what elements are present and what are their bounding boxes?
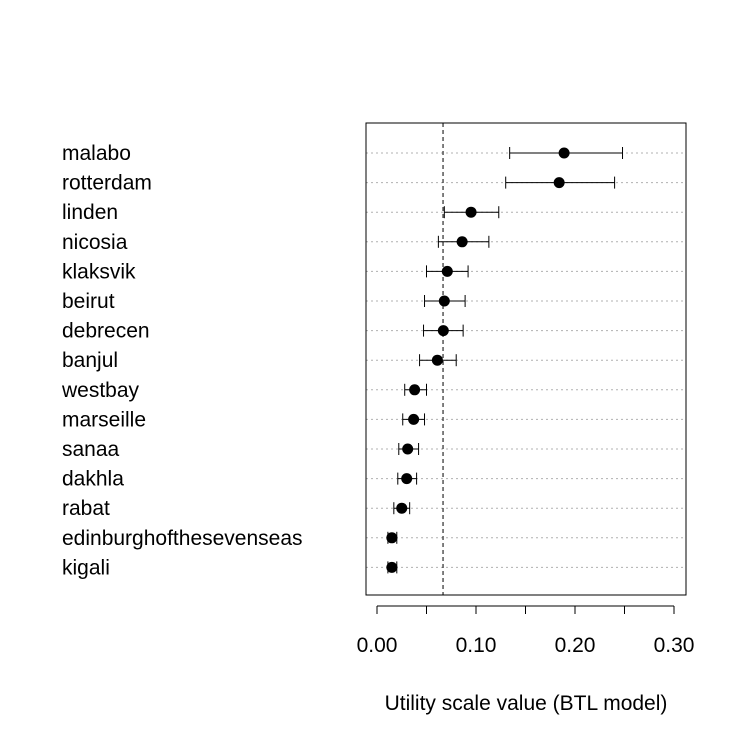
category-label: edinburghofthesevenseas bbox=[62, 527, 303, 550]
data-point bbox=[558, 147, 570, 159]
category-label: rabat bbox=[62, 497, 110, 520]
data-point bbox=[396, 502, 408, 514]
category-label: westbay bbox=[61, 379, 140, 402]
category-label: klaksvik bbox=[62, 260, 136, 283]
data-point bbox=[409, 384, 421, 396]
category-label: debrecen bbox=[62, 320, 150, 343]
x-tick-label: 0.10 bbox=[456, 634, 497, 657]
grid-lines bbox=[366, 152, 686, 568]
data-points bbox=[386, 147, 570, 573]
data-point bbox=[386, 561, 398, 573]
x-tick-label: 0.30 bbox=[654, 634, 695, 657]
category-label: marseille bbox=[62, 408, 146, 431]
plot-frame bbox=[365, 122, 687, 596]
data-point bbox=[456, 236, 468, 248]
category-labels: malabo rotterdam linden nicosia klaksvik beir… bbox=[61, 142, 303, 579]
data-point bbox=[441, 265, 453, 277]
category-label: nicosia bbox=[62, 231, 128, 254]
x-tick-label: 0.00 bbox=[357, 634, 398, 657]
data-point bbox=[402, 443, 414, 455]
category-label: malabo bbox=[62, 142, 131, 165]
category-label: dakhla bbox=[62, 468, 124, 491]
x-axis: 0.00 0.10 0.20 0.30 bbox=[357, 605, 695, 657]
data-point bbox=[553, 177, 565, 189]
data-point bbox=[401, 473, 413, 485]
category-label: banjul bbox=[62, 349, 118, 372]
data-point bbox=[431, 354, 443, 366]
data-point bbox=[437, 325, 449, 337]
category-label: linden bbox=[62, 201, 118, 224]
data-point bbox=[386, 532, 398, 544]
x-tick-label: 0.20 bbox=[555, 634, 596, 657]
data-point bbox=[465, 206, 477, 218]
data-point bbox=[438, 295, 450, 307]
category-label: sanaa bbox=[62, 438, 120, 461]
x-axis-title: Utility scale value (BTL model) bbox=[385, 692, 668, 715]
data-point bbox=[408, 413, 420, 425]
category-label: beirut bbox=[62, 290, 115, 313]
category-label: kigali bbox=[62, 556, 110, 579]
category-label: rotterdam bbox=[62, 172, 152, 195]
